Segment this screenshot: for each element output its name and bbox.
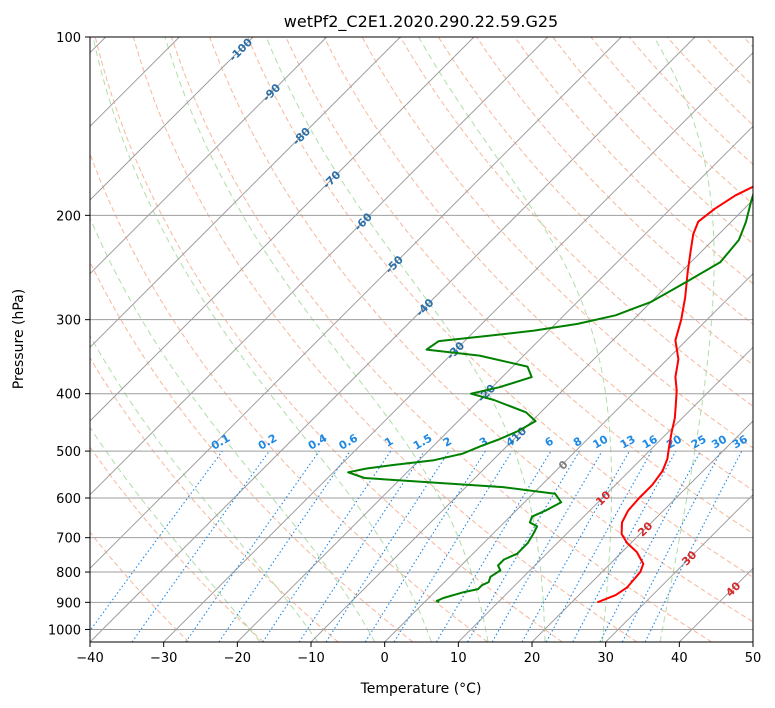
moist-adiabat-line (164, 37, 489, 642)
dry-adiabat-line (90, 356, 339, 642)
isotherm-line (90, 37, 475, 422)
x-tick-label: 20 (524, 651, 541, 666)
y-tick-label: 1000 (48, 623, 81, 638)
y-tick-label: 800 (56, 566, 81, 581)
moist-adiabat-line (418, 37, 613, 642)
dry-adiabat-line (285, 37, 753, 535)
dewpoint-line (347, 191, 753, 604)
isotherm-line (605, 493, 753, 642)
moist-adiabat-line (90, 334, 319, 642)
axes-layer: −40 −30 −20 −10 0 10 20 30 40 50 100 200 300 400 500 60… (48, 31, 761, 666)
isotherm-line (90, 37, 401, 349)
isotherm-line (384, 272, 753, 642)
mixing-ratio-line (393, 450, 513, 642)
isotherm-line (236, 125, 753, 642)
moist-adiabat-line (90, 426, 261, 642)
moist-adiabat-line (90, 216, 376, 642)
mixing-ratio-line (572, 450, 677, 642)
dry-adiabat-line (209, 37, 753, 623)
dry-adiabat-line (90, 260, 414, 642)
dry-adiabat-line (361, 37, 753, 449)
isotherm-line (163, 51, 753, 642)
mixing-ratio-line (90, 450, 223, 632)
x-tick-label: −40 (76, 651, 103, 666)
dry-adiabat-line (399, 37, 753, 407)
moist-adiabat-line (92, 37, 432, 642)
x-tick-label: 40 (671, 651, 688, 666)
isotherm-line (90, 37, 328, 275)
mixing-ratio-line (545, 450, 653, 642)
isotherm-line (457, 346, 753, 642)
isotherm-line (310, 199, 753, 642)
y-tick-label: 300 (56, 314, 81, 329)
x-tick-label: 10 (450, 651, 467, 666)
x-tick-label: −30 (150, 651, 177, 666)
dry-adiabat-line (628, 37, 753, 166)
mixing-ratio-line (218, 450, 351, 642)
y-tick-label: 900 (56, 596, 81, 611)
grid-layer (90, 37, 753, 642)
temperature-line (597, 185, 753, 604)
dry-adiabat-line (132, 37, 638, 642)
x-tick-label: 0 (381, 651, 389, 666)
y-tick-label: 200 (56, 209, 81, 224)
moist-adiabat-line (653, 37, 715, 642)
dry-adiabat-line (247, 37, 753, 578)
dry-adiabat-line (437, 37, 753, 366)
mixing-ratio-line (185, 450, 320, 642)
dry-adiabat-line (171, 37, 712, 642)
moist-adiabat-line (265, 37, 546, 642)
dry-adiabat-line (323, 37, 753, 491)
y-tick-label: 700 (56, 532, 81, 547)
x-tick-label: −20 (224, 651, 251, 666)
x-tick-label: 50 (745, 651, 762, 666)
mixing-ratio-line (262, 450, 392, 642)
isotherm-line (90, 37, 549, 496)
mixing-ratio-line (298, 450, 425, 642)
y-tick-label: 600 (56, 492, 81, 507)
mixing-ratio-line (644, 450, 743, 642)
isotherm-line (752, 641, 753, 642)
mixing-ratio-line (521, 450, 630, 642)
plot-frame (89, 36, 754, 643)
isotherm-line (90, 37, 254, 201)
isotherm-line (90, 37, 696, 642)
mixing-ratio-line (131, 450, 270, 642)
chart-title: wetPf2_C2E1.2020.290.22.59.G25 (284, 12, 558, 32)
dry-adiabat-line (90, 531, 190, 642)
x-axis-title: Temperature (°C) (360, 681, 482, 697)
plot-background (90, 37, 753, 642)
y-tick-label: 400 (56, 388, 81, 403)
y-tick-label: 500 (56, 445, 81, 460)
dry-adiabat-line (552, 37, 753, 245)
isotherm-line (531, 420, 753, 642)
y-tick-label: 100 (56, 31, 81, 46)
mixing-ratio-line (325, 450, 450, 642)
y-axis-title: Pressure (hPa) (11, 289, 27, 389)
isotherm-line (90, 37, 622, 570)
x-tick-label: 30 (597, 651, 614, 666)
x-tick-label: −10 (297, 651, 324, 666)
